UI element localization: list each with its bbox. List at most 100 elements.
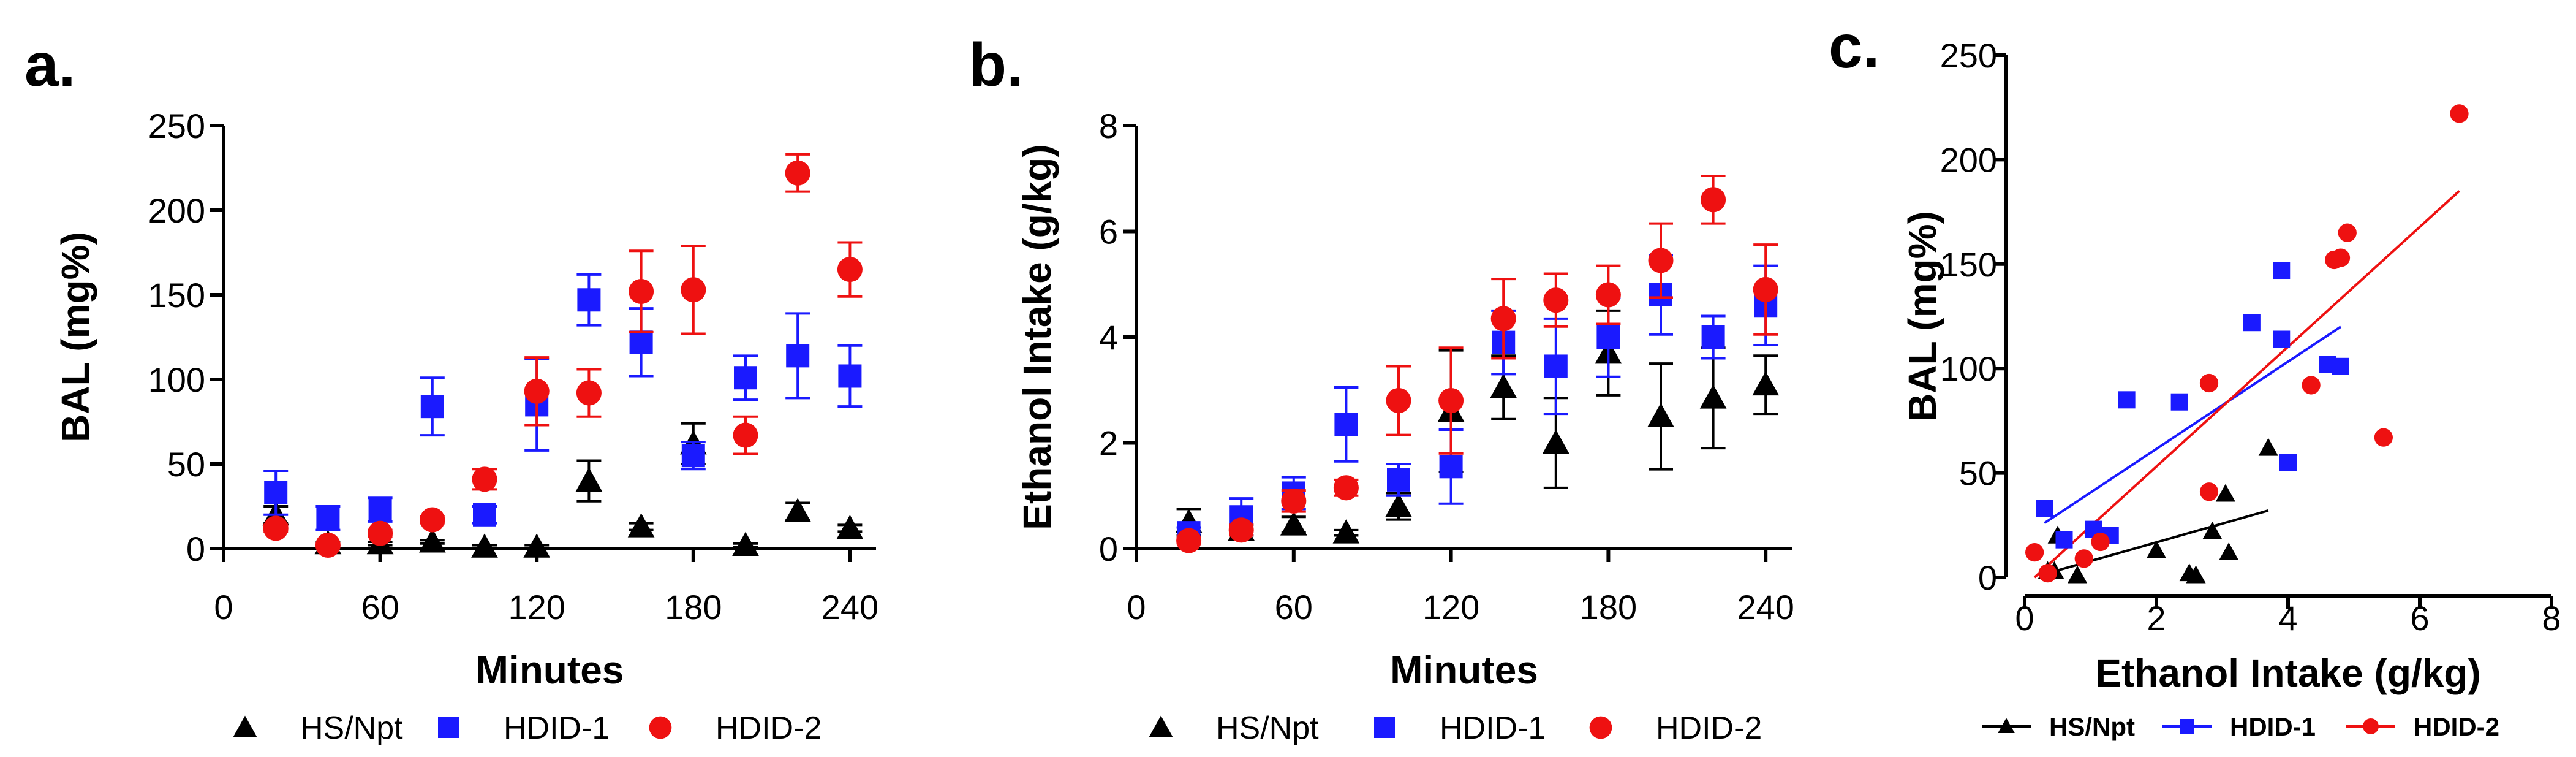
panel-c-data-point [2091, 532, 2110, 552]
panel-c-data-point [2273, 330, 2291, 348]
panel-c-legend-marker [2180, 719, 2194, 734]
panel-b-data-point [1544, 354, 1568, 378]
panel-c-data-point [2332, 357, 2349, 375]
panel-c-data-point [2170, 393, 2188, 411]
panel-c-legend-label: HDID-2 [2414, 712, 2499, 741]
panel-a-data-point [784, 498, 812, 522]
panel-c-data-point [2055, 531, 2073, 549]
panel-c-x-tick-label: 2 [2147, 599, 2166, 637]
panel-a-data-point [420, 507, 445, 533]
panel-b-y-title: Ethanol Intake (g/kg) [1015, 144, 1059, 530]
panel-c-y-tick-label: 150 [1940, 245, 1997, 284]
panel-b-data-point [1596, 325, 1620, 349]
panel-b-y-tick-label: 0 [1099, 530, 1118, 568]
panel-a-legend-label: HS/Npt [300, 710, 403, 746]
panel-a-legend-label: HDID-2 [716, 710, 822, 746]
panel-b-x-tick-label: 0 [1127, 588, 1146, 626]
panel-a-data-point [732, 531, 759, 556]
panel-a-x-tick-label: 120 [508, 588, 565, 626]
panel-c-fit-line [2033, 190, 2460, 579]
panel-c-data-point [2450, 104, 2469, 123]
panel-b-data-point [1542, 429, 1569, 454]
panel-b-data-point [1699, 384, 1727, 409]
panel-c-data-point [2025, 542, 2044, 562]
panel-c-data-point [2219, 542, 2239, 560]
panel-a-data-point [315, 532, 341, 558]
panel-a-data-point [838, 364, 862, 388]
panel-c-y-title: BAL (mg%) [1900, 211, 1944, 422]
panel-b-y-tick-label: 2 [1099, 424, 1118, 463]
panel-b-data-point [1281, 488, 1307, 514]
panel-b-data-point [1332, 519, 1360, 544]
panel-a-data-point [786, 344, 810, 368]
panel-c-y-tick-label: 100 [1940, 349, 1997, 388]
panel-b-data-point [1701, 325, 1725, 349]
panel-a-data-point [264, 481, 288, 504]
panel-b-label: b. [969, 31, 1024, 99]
panel-a-data-point [420, 395, 444, 419]
panel-c-x-title: Ethanol Intake (g/kg) [2095, 651, 2480, 695]
panel-c-legend-marker [2363, 718, 2379, 734]
panel-c-data-point [2074, 549, 2093, 568]
panel-a-y-tick-label: 150 [148, 276, 205, 314]
panel-a-y-tick-label: 100 [148, 360, 205, 399]
panel-c-data-point [2036, 500, 2053, 517]
panel-b-y-tick-label: 8 [1099, 107, 1118, 145]
panel-c-data-point [2374, 428, 2393, 447]
panel-b-data-point [1439, 455, 1463, 479]
panel-c-y-tick-label: 200 [1940, 140, 1997, 179]
panel-a-data-point [368, 498, 392, 522]
panel-a-data-point [263, 515, 289, 541]
panel-a-y-title: BAL (mg%) [53, 232, 97, 443]
panel-a-data-point [627, 513, 655, 538]
panel-b-legend-marker [1589, 716, 1612, 739]
panel-c-label: c. [1829, 12, 1879, 81]
panel-b-legend-marker [1149, 715, 1173, 737]
panel-c-legend-label: HS/Npt [2049, 712, 2135, 741]
panel-a-data-point [368, 520, 393, 546]
panel-a-data-point [681, 444, 705, 468]
panel-a-legend-marker [649, 716, 672, 739]
panel-c-x-tick-label: 6 [2410, 599, 2429, 637]
panel-b-legend-label: HDID-2 [1656, 710, 1762, 746]
panel-c-data-point [2338, 223, 2357, 242]
panel-b-data-point [1334, 413, 1358, 436]
panel-a-data-point [837, 257, 863, 283]
panel-a-label: a. [25, 31, 75, 99]
panel-b-data-point [1543, 287, 1569, 313]
panel-a-data-point [785, 160, 810, 186]
panel-c-data-point [2279, 454, 2297, 471]
panel-c-data-point [2199, 482, 2219, 501]
panel-b-legend-marker [1374, 717, 1395, 738]
panel-b-x-tick-label: 120 [1422, 588, 1479, 626]
panel-a-x-tick-label: 240 [822, 588, 878, 626]
panel-b-data-point [1753, 276, 1778, 302]
panel-a-x-tick-label: 0 [214, 588, 233, 626]
panel-b-y-tick-label: 6 [1099, 213, 1118, 251]
panel-b-y-tick-label: 4 [1099, 318, 1118, 357]
panel-c-data-point [2146, 540, 2167, 558]
panel-c-legend-marker [1998, 718, 2015, 734]
panel-a-x-tick-label: 180 [665, 588, 722, 626]
panel-b-data-point [1490, 306, 1516, 332]
panel-c-data-point [2199, 373, 2219, 393]
panel-c-fit-line [2044, 325, 2342, 525]
panel-a-data-point [575, 467, 603, 492]
panel-b-data-point [1701, 187, 1726, 213]
panel-a-data-point [472, 466, 497, 492]
panel-b-x-tick-label: 60 [1275, 588, 1313, 626]
panel-c-y-tick-label: 250 [1940, 36, 1997, 75]
panel-a-legend-label: HDID-1 [504, 710, 610, 746]
panel-a-data-point [316, 506, 340, 530]
panel-a-data-point [733, 422, 758, 448]
panel-a-x-title: Minutes [476, 648, 624, 692]
panel-c-data-point [2273, 262, 2291, 280]
panel-a-data-point [473, 503, 496, 527]
panel-c-data-point [2215, 484, 2235, 502]
panel-a-data-point [577, 288, 601, 312]
panel-a-legend-marker [438, 717, 459, 738]
panel-a-data-point [471, 533, 498, 558]
panel-a-y-tick-label: 200 [148, 191, 205, 230]
panel-b-x-tick-label: 240 [1737, 588, 1794, 626]
